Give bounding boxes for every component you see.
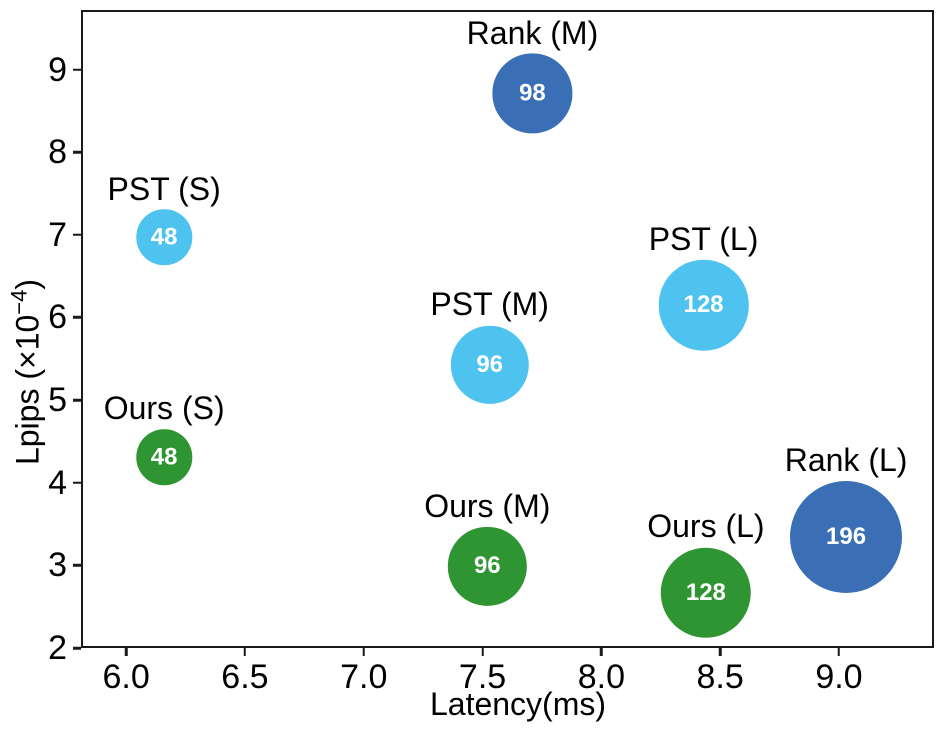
bubble-label-ours-s: Ours (S) xyxy=(103,390,225,427)
y-tick-4 xyxy=(73,481,81,484)
y-axis-label-close: ) xyxy=(9,278,46,290)
y-tick-label-5: 5 xyxy=(48,381,67,420)
y-tick-label-7: 7 xyxy=(48,215,67,254)
bubble-value-pst-m: 96 xyxy=(476,350,504,378)
bubble-value-rank-l: 196 xyxy=(826,523,867,551)
bubble-value-ours-s: 48 xyxy=(150,443,178,471)
x-tick-6-0 xyxy=(124,648,128,656)
bubble-label-rank-l: Rank (L) xyxy=(784,442,908,479)
y-tick-2 xyxy=(73,646,81,650)
bubble-pst-s: 48 xyxy=(136,209,192,265)
y-tick-6 xyxy=(73,316,81,319)
bubble-value-pst-s: 48 xyxy=(150,223,178,251)
bubble-value-ours-m: 96 xyxy=(473,552,501,580)
bubble-label-ours-l: Ours (L) xyxy=(647,508,765,545)
bubble-pst-m: 96 xyxy=(450,325,529,404)
y-tick-label-3: 3 xyxy=(48,546,67,585)
x-tick-8-0 xyxy=(600,648,603,656)
bubble-ours-l: 128 xyxy=(660,547,752,638)
y-axis-label-exponent: −4 xyxy=(6,289,32,315)
x-tick-label-8-0: 8.0 xyxy=(577,658,625,696)
y-tick-label-4: 4 xyxy=(48,463,67,502)
y-tick-3 xyxy=(73,564,81,567)
bubble-label-pst-l: PST (L) xyxy=(648,220,759,257)
x-tick-8-5 xyxy=(718,648,722,656)
bubble-ours-m: 96 xyxy=(448,526,527,606)
bubble-rank-m: 98 xyxy=(492,53,573,134)
x-tick-label-9-0: 9.0 xyxy=(815,658,863,696)
x-tick-6-5 xyxy=(243,648,247,656)
x-tick-7-5 xyxy=(481,648,484,656)
y-tick-5 xyxy=(73,398,81,402)
y-tick-7 xyxy=(73,233,81,237)
x-tick-label-7-5: 7.5 xyxy=(458,658,507,696)
bubble-value-pst-l: 128 xyxy=(683,291,724,319)
y-tick-label-8: 8 xyxy=(48,133,67,172)
x-tick-label-6-0: 6.0 xyxy=(102,658,150,696)
x-tick-label-8-5: 8.5 xyxy=(696,658,744,696)
x-tick-7-0 xyxy=(362,648,365,656)
bubble-rank-l: 196 xyxy=(790,481,903,594)
x-tick-label-6-5: 6.5 xyxy=(221,658,269,696)
y-tick-9 xyxy=(73,68,81,71)
x-tick-9-0 xyxy=(837,648,841,656)
y-tick-8 xyxy=(73,150,81,154)
bubble-value-rank-m: 98 xyxy=(519,79,546,107)
x-tick-label-7-0: 7.0 xyxy=(340,658,388,696)
bubble-label-rank-m: Rank (M) xyxy=(466,14,599,51)
bubble-value-ours-l: 128 xyxy=(685,578,726,606)
bubble-ours-s: 48 xyxy=(136,429,192,485)
y-axis-label: Lpips (×10−4) xyxy=(6,278,46,466)
bubble-label-pst-m: PST (M) xyxy=(430,286,549,323)
x-axis-label: Latency(ms) xyxy=(429,686,607,722)
y-tick-label-6: 6 xyxy=(48,298,67,337)
bubble-label-ours-m: Ours (M) xyxy=(424,487,551,524)
bubble-pst-l: 128 xyxy=(658,259,749,351)
y-tick-label-2: 2 xyxy=(48,629,67,667)
bubble-label-pst-s: PST (S) xyxy=(107,170,221,207)
y-axis-label-base: Lpips (×10 xyxy=(9,314,46,466)
y-tick-label-9: 9 xyxy=(48,50,67,89)
